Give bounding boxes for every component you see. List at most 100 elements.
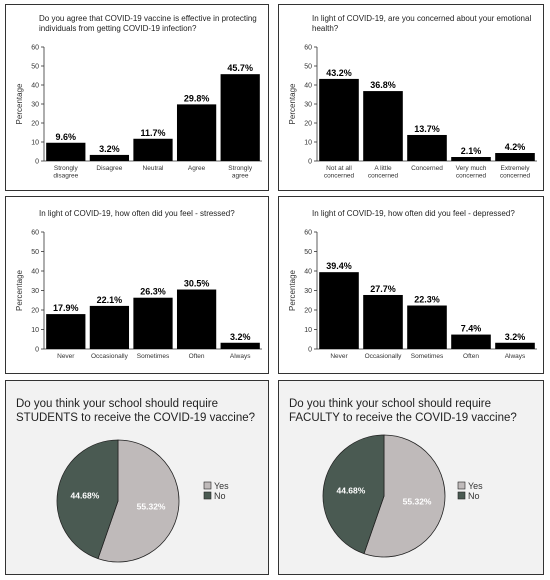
x-tick-label: disagree [53, 173, 78, 180]
x-tick-label: concerned [456, 173, 487, 180]
x-tick-label: Sometimes [411, 353, 444, 360]
y-tick-label: 10 [31, 327, 39, 334]
data-label: 29.8% [184, 93, 210, 103]
y-tick-label: 50 [304, 64, 312, 71]
chart-title: In light of COVID-19, how often did you … [312, 209, 515, 218]
bar [220, 74, 260, 161]
chart-title: Do you agree that COVID-19 vaccine is ef… [39, 14, 257, 33]
data-label: 2.1% [461, 146, 482, 156]
x-tick-label: Never [330, 353, 348, 360]
bar [133, 138, 173, 161]
x-tick-label: Strongly [54, 165, 79, 172]
data-label: 4.2% [505, 142, 526, 152]
y-axis-label: Percentage [288, 269, 297, 310]
bar [451, 334, 491, 349]
x-tick-label: Very much [456, 165, 487, 172]
faculty-vaccine-pie: Do you think your school should require … [278, 380, 544, 575]
x-tick-label: Strongly [228, 165, 253, 172]
legend-swatch [457, 481, 466, 490]
pie-slice [56, 439, 119, 560]
y-tick-label: 40 [304, 83, 312, 90]
y-tick-label: 60 [304, 45, 312, 52]
y-tick-label: 20 [31, 308, 39, 315]
y-tick-label: 30 [304, 102, 312, 109]
y-tick-label: 30 [31, 102, 39, 109]
y-axis-label: Percentage [15, 269, 24, 310]
depressed-frequency-chart: In light of COVID-19, how often did you … [278, 196, 544, 374]
x-tick-label: Sometimes [137, 353, 170, 360]
data-label: 27.7% [370, 284, 396, 294]
slice-label: 55.32% [137, 502, 166, 512]
emotional-health-chart: In light of COVID-19, are you concerned … [278, 4, 544, 191]
data-label: 17.9% [53, 303, 79, 313]
bar-chart-svg: 0102030405060Percentage9.6%Stronglydisag… [15, 45, 262, 180]
chart-title: In light of COVID-19, how often did you … [39, 209, 235, 218]
data-label: 13.7% [414, 124, 440, 134]
bar [176, 104, 217, 161]
x-tick-label: Always [230, 353, 251, 360]
data-label: 43.2% [326, 68, 352, 78]
y-tick-label: 40 [31, 83, 39, 90]
slice-label: 44.68% [336, 485, 365, 495]
slice-label: 44.68% [70, 490, 99, 500]
bar [319, 78, 359, 161]
y-tick-label: 40 [304, 269, 312, 276]
bar [451, 157, 491, 161]
data-label: 11.7% [140, 128, 165, 138]
y-tick-label: 0 [35, 347, 39, 354]
x-tick-label: Agree [188, 165, 206, 172]
data-label: 26.3% [140, 287, 166, 297]
legend-label: No [214, 491, 226, 501]
data-label: 7.4% [461, 324, 482, 334]
y-tick-label: 10 [304, 140, 312, 147]
x-tick-label: Extremely [501, 165, 531, 172]
slice-label: 55.32% [403, 497, 432, 507]
x-tick-label: Occasionally [91, 353, 129, 360]
legend-label: No [468, 491, 480, 501]
students-vaccine-pie: Do you think your school should require … [5, 380, 269, 575]
y-tick-label: 20 [304, 308, 312, 315]
y-tick-label: 20 [304, 121, 312, 128]
bar [46, 142, 86, 161]
y-tick-label: 0 [35, 159, 39, 166]
bar-chart-svg: 0 10 20 30 40 50 60 Percentage 39.4% Never 27.7% Oc… [288, 230, 537, 360]
x-tick-label: Neutral [143, 165, 165, 172]
y-tick-label: 50 [304, 249, 312, 256]
legend-swatch [203, 481, 212, 490]
bar [319, 272, 359, 349]
bar [176, 289, 217, 349]
stressed-frequency-chart: In light of COVID-19, how often did you … [5, 196, 269, 374]
y-axis-label: Percentage [288, 83, 297, 124]
y-tick-label: 60 [31, 45, 39, 52]
x-tick-label: Never [57, 353, 75, 360]
legend-label: Yes [468, 481, 483, 491]
bar-chart-svg: 0 10 20 30 40 50 60 Percentage 17.9% Never 22.1% Oc… [15, 230, 262, 360]
bar [407, 305, 447, 349]
y-tick-label: 0 [308, 159, 312, 166]
x-tick-label: concerned [324, 173, 355, 180]
pie-title: Do you think your school should require … [16, 398, 256, 424]
chart-title: In light of COVID-19, are you concerned … [312, 14, 532, 33]
legend-swatch [203, 491, 212, 500]
x-tick-label: concerned [500, 173, 531, 180]
y-tick-label: 30 [31, 288, 39, 295]
bar [89, 305, 130, 349]
bar [495, 153, 535, 161]
data-label: 36.8% [370, 80, 396, 90]
y-tick-label: 10 [31, 140, 39, 147]
bar [133, 297, 173, 349]
y-tick-label: 60 [31, 230, 39, 237]
y-tick-label: 50 [31, 249, 39, 256]
x-tick-label: Often [463, 353, 479, 360]
bar [363, 91, 403, 161]
x-tick-label: Occasionally [365, 353, 403, 360]
data-label: 39.4% [326, 261, 352, 271]
y-tick-label: 40 [31, 269, 39, 276]
x-tick-label: Concerned [411, 165, 443, 172]
bar [46, 314, 86, 349]
y-tick-label: 20 [31, 121, 39, 128]
x-tick-label: A little [374, 165, 392, 172]
pie-slice [322, 434, 385, 555]
y-tick-label: 50 [31, 64, 39, 71]
